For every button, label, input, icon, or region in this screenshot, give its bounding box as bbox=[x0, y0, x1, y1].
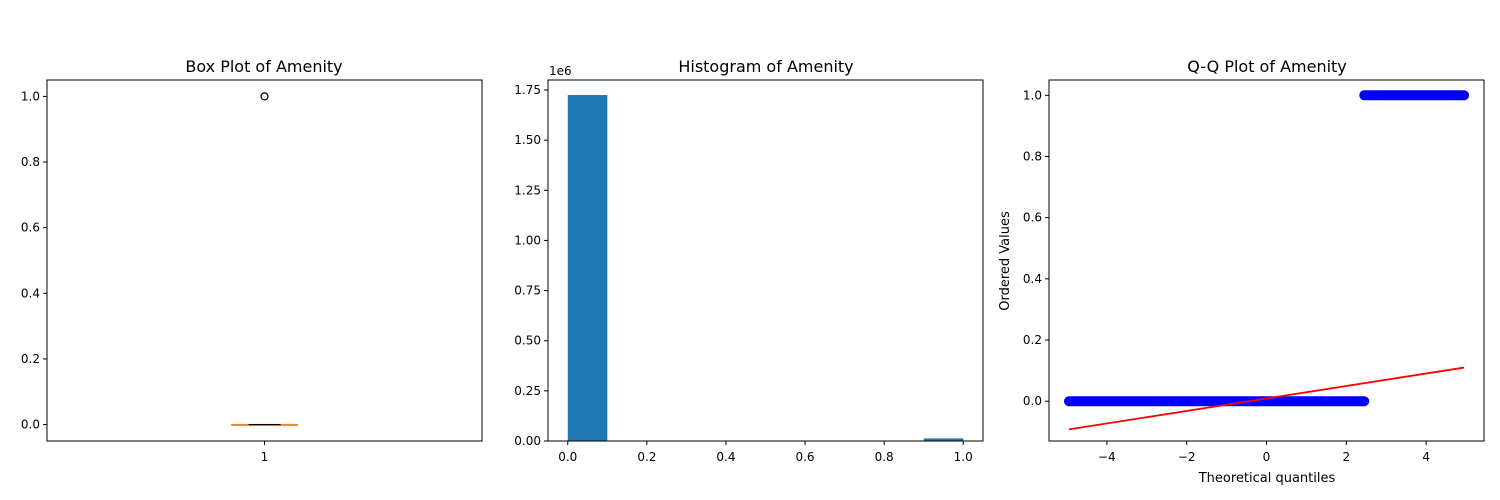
qq-plot-x-label: Theoretical quantiles bbox=[1198, 471, 1336, 486]
histogram-y-tick-label: 1.25 bbox=[514, 183, 541, 197]
histogram-x-axis: 0.0 0.2 0.4 0.6 0.8 1.0 bbox=[558, 441, 973, 464]
histogram-x-tick-label: 0.6 bbox=[795, 450, 814, 464]
histogram-x-tick-label: 1.0 bbox=[954, 450, 973, 464]
qq-plot-y-tick-label: 0.8 bbox=[1023, 149, 1042, 163]
box-plot-title: Box Plot of Amenity bbox=[185, 57, 342, 76]
histogram-x-tick-label: 0.8 bbox=[875, 450, 894, 464]
histogram-panel: Histogram of Amenity 1e6 0.00 0.25 0.50 0.7… bbox=[514, 57, 984, 464]
qq-plot-x-tick-label: 0 bbox=[1263, 450, 1271, 464]
qq-plot-frame bbox=[1048, 79, 1485, 442]
histogram-bar bbox=[567, 95, 608, 442]
histogram-y-tick-label: 0.50 bbox=[514, 334, 541, 348]
qq-plot-fit-line bbox=[1068, 366, 1465, 431]
qq-plot-x-tick-label: 4 bbox=[1422, 450, 1430, 464]
histogram-x-tick-label: 0.4 bbox=[716, 450, 735, 464]
box-plot-outlier bbox=[260, 92, 269, 101]
qq-plot-x-axis: −4 −2 0 2 4 bbox=[1098, 441, 1430, 464]
qq-plot-y-label: Ordered Values bbox=[998, 211, 1013, 311]
qq-plot-x-tick-label: 2 bbox=[1342, 450, 1350, 464]
box-plot-y-tick-label: 0.8 bbox=[21, 155, 40, 169]
box-plot-x-tick-label: 1 bbox=[261, 450, 269, 464]
qq-plot-y-tick-label: 0.0 bbox=[1023, 394, 1042, 408]
box-plot-y-tick-label: 1.0 bbox=[21, 89, 40, 103]
histogram-y-tick-label: 0.75 bbox=[514, 284, 541, 298]
qq-plot-panel: Q-Q Plot of Amenity 0.0 0.2 0.4 0.6 0.8 1.0 −… bbox=[998, 57, 1485, 486]
qq-plot-title: Q-Q Plot of Amenity bbox=[1187, 57, 1347, 76]
qq-plot-x-tick-label: −2 bbox=[1178, 450, 1196, 464]
box-plot-panel: Box Plot of Amenity 0.0 0.2 0.4 0.6 0.8 1.0 1 bbox=[21, 57, 483, 464]
qq-plot-y-tick-label: 0.2 bbox=[1023, 333, 1042, 347]
box-plot-marks bbox=[231, 92, 298, 426]
qq-plot-y-tick-label: 1.0 bbox=[1023, 88, 1042, 102]
box-plot-frame bbox=[46, 79, 483, 442]
histogram-y-tick-label: 1.75 bbox=[514, 83, 541, 97]
box-plot-y-tick-label: 0.2 bbox=[21, 352, 40, 366]
qq-plot-x-tick-label: −4 bbox=[1098, 450, 1116, 464]
histogram-offset-label: 1e6 bbox=[549, 64, 572, 78]
histogram-y-tick-label: 0.25 bbox=[514, 384, 541, 398]
box-plot-y-tick-label: 0.6 bbox=[21, 221, 40, 235]
histogram-marks bbox=[567, 95, 964, 442]
qq-plot-y-tick-label: 0.4 bbox=[1023, 272, 1042, 286]
histogram-y-tick-label: 1.00 bbox=[514, 233, 541, 247]
box-plot-y-axis: 0.0 0.2 0.4 0.6 0.8 1.0 bbox=[21, 89, 47, 432]
histogram-x-tick-label: 0.2 bbox=[637, 450, 656, 464]
histogram-y-axis: 0.00 0.25 0.50 0.75 1.00 1.25 1.50 1.75 bbox=[514, 83, 548, 448]
box-plot-x-axis: 1 bbox=[261, 441, 269, 464]
histogram-frame bbox=[547, 79, 984, 442]
histogram-y-tick-label: 0.00 bbox=[514, 434, 541, 448]
box-plot-y-tick-label: 0.4 bbox=[21, 286, 40, 300]
qq-plot-marks bbox=[1063, 90, 1470, 431]
histogram-y-tick-label: 1.50 bbox=[514, 133, 541, 147]
histogram-title: Histogram of Amenity bbox=[678, 57, 853, 76]
histogram-x-tick-label: 0.0 bbox=[558, 450, 577, 464]
histogram-bar bbox=[923, 438, 964, 441]
qq-plot-y-axis: 0.0 0.2 0.4 0.6 0.8 1.0 bbox=[1023, 88, 1049, 408]
qq-plot-y-tick-label: 0.6 bbox=[1023, 211, 1042, 225]
box-plot-y-tick-label: 0.0 bbox=[21, 418, 40, 432]
